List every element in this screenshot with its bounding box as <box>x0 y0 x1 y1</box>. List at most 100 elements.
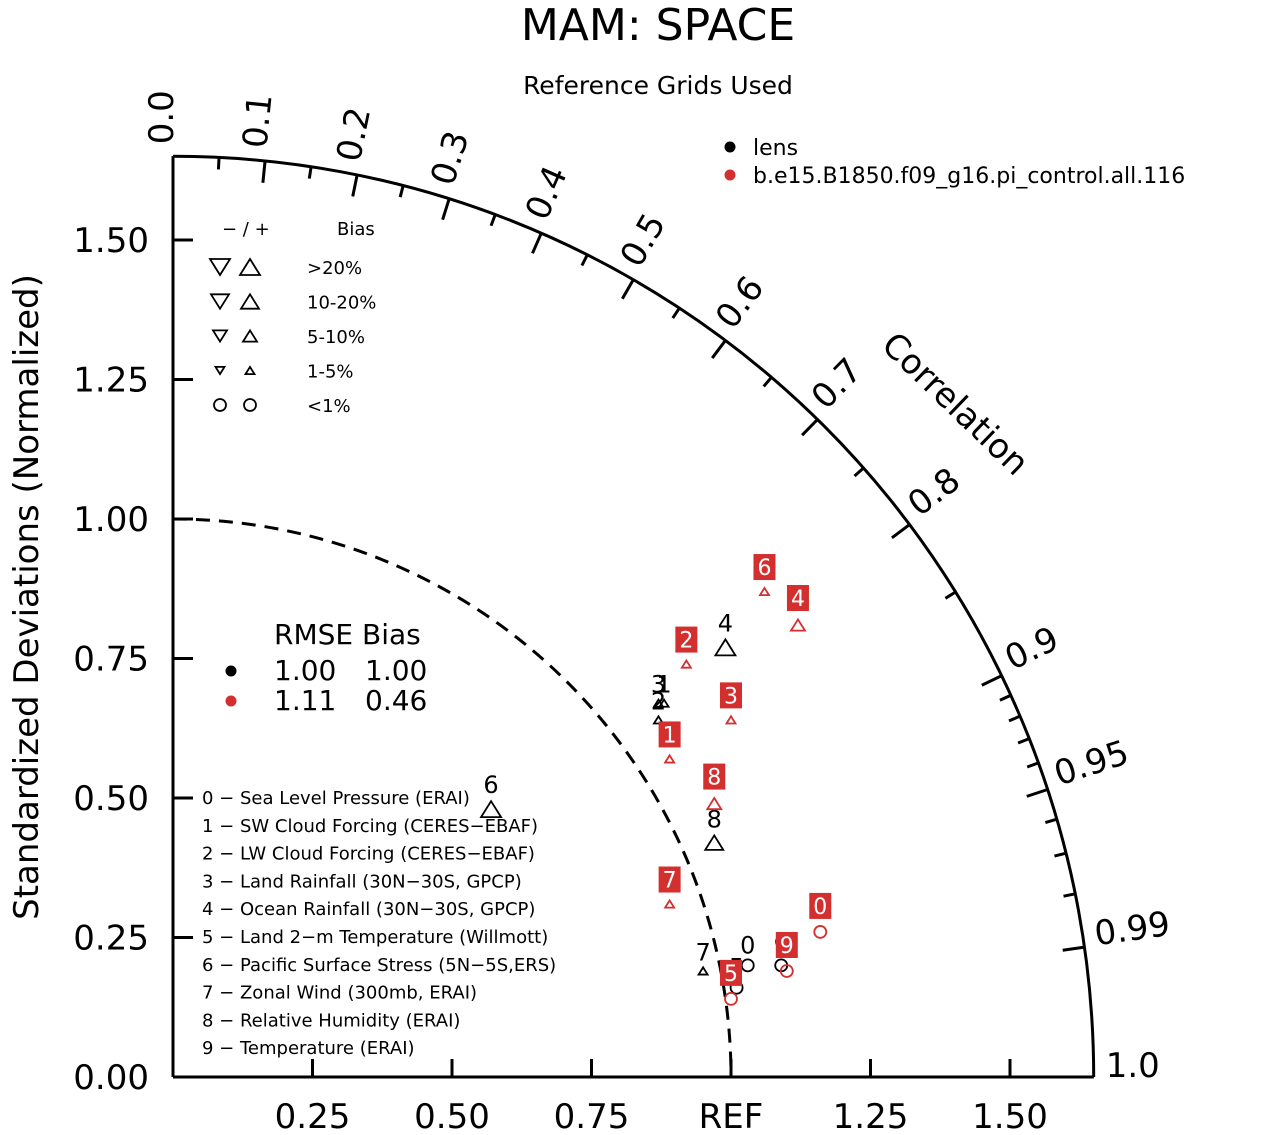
data-point-label: 1 <box>656 671 671 699</box>
bias-legend-down-triangle-icon <box>208 258 232 277</box>
case-legend-dot <box>724 141 736 153</box>
data-point-label: 3 <box>651 671 666 699</box>
axes: 0.000.250.500.751.001.251.50Standardized… <box>7 90 1173 1135</box>
correlation-minor-tick <box>671 307 681 319</box>
correlation-tick <box>261 160 267 183</box>
data-point-label-box <box>775 931 798 958</box>
correlation-tick <box>891 523 911 539</box>
data-point-label: 0 <box>813 895 827 920</box>
correlation-tick <box>621 278 635 300</box>
correlation-minor-tick <box>1044 817 1058 825</box>
variable-legend-item: 8 − Relative Humidity (ERAI) <box>202 1010 460 1031</box>
correlation-tick <box>1062 945 1085 952</box>
data-points: 01234567890123456789 <box>479 554 832 1006</box>
variable-legend-item: 5 − Land 2−m Temperature (Willmott) <box>202 927 548 948</box>
correlation-minor-tick <box>398 185 405 198</box>
bias-legend-down-triangle-icon <box>211 329 229 344</box>
data-marker <box>652 697 665 708</box>
bias-legend-label: <1% <box>307 396 351 417</box>
bias-legend-header: Bias <box>337 219 375 240</box>
bias-legend-up-triangle-icon <box>243 365 257 375</box>
correlation-title: Correlation <box>874 325 1037 484</box>
data-marker <box>652 714 665 725</box>
data-point-label: 3 <box>724 684 738 709</box>
correlation-tick-label: 1.0 <box>1106 1046 1160 1086</box>
data-point-label: 7 <box>695 938 710 966</box>
data-point-label: 9 <box>780 934 794 959</box>
rmse-legend-rmse: 1.11 <box>274 684 336 717</box>
data-point-label: 8 <box>707 806 722 834</box>
data-marker <box>813 925 828 939</box>
case-legend-label: b.e15.B1850.f09_g16.pi_control.all.116 <box>753 164 1185 189</box>
data-point-label-box <box>753 554 776 581</box>
correlation-minor-tick <box>489 214 497 227</box>
data-marker <box>713 637 738 657</box>
case-legend-label: lens <box>753 136 798 161</box>
data-point-label: 0 <box>740 931 755 959</box>
correlation-tick-label: 0.4 <box>518 160 576 226</box>
bias-legend-up-triangle-icon <box>238 257 262 276</box>
data-point-label: 6 <box>757 556 771 581</box>
variable-legend-item: 6 − Pacific Surface Stress (5N−5S,ERS) <box>202 955 556 976</box>
bias-legend-down-triangle-icon <box>213 366 227 376</box>
chart-subtitle: Reference Grids Used <box>523 71 793 100</box>
x-tick-label: 1.25 <box>833 1097 909 1135</box>
y-axis-title: Standardized Deviations (Normalized) <box>7 274 47 920</box>
correlation-tick-label: 0.7 <box>804 351 870 418</box>
bias-legend-circle-icon <box>213 398 227 412</box>
correlation-minor-tick <box>580 254 589 267</box>
data-marker <box>680 658 693 669</box>
correlation-tick <box>981 674 1003 687</box>
bias-legend-up-triangle-icon <box>239 292 261 310</box>
rmse-legend-dot <box>225 695 237 707</box>
y-tick-label: 0.50 <box>73 779 149 819</box>
rmse-legend-bias: 0.46 <box>365 684 427 717</box>
correlation-minor-tick <box>1026 761 1039 769</box>
correlation-tick-label: 0.8 <box>901 460 968 524</box>
correlation-minor-tick <box>216 157 221 170</box>
rmse-legend-header: RMSE Bias <box>274 618 421 651</box>
legend: lens b.e15.B1850.f09_g16.pi_control.all.1… <box>202 136 1185 1059</box>
correlation-tick-label: 0.6 <box>708 269 772 336</box>
x-tick-label: 1.50 <box>972 1097 1048 1135</box>
y-tick-label: 0.75 <box>73 640 149 680</box>
data-point-label: 7 <box>663 869 677 894</box>
x-tick-label: REF <box>699 1097 764 1135</box>
data-marker <box>758 586 771 597</box>
reference-arc <box>172 517 733 1078</box>
data-marker <box>779 964 794 978</box>
correlation-minor-tick <box>944 590 957 600</box>
x-tick-label: 0.25 <box>275 1097 351 1135</box>
bias-legend-label: 5-10% <box>307 327 365 348</box>
correlation-minor-tick <box>1008 714 1021 723</box>
data-point-label: 8 <box>707 766 721 791</box>
correlation-arc <box>172 154 1096 1078</box>
data-point-label: 2 <box>651 687 666 715</box>
x-tick-label: 0.75 <box>554 1097 630 1135</box>
y-tick-label: 1.00 <box>73 500 149 540</box>
correlation-tick <box>801 418 819 437</box>
data-point-label-box <box>720 959 742 986</box>
correlation-tick <box>441 198 451 221</box>
data-point-label: 1 <box>663 723 677 748</box>
correlation-minor-tick <box>1017 737 1030 745</box>
correlation-minor-tick <box>762 376 773 388</box>
data-point-label-box <box>675 626 698 653</box>
data-marker <box>724 991 738 1006</box>
data-point-label-box <box>720 682 742 709</box>
data-marker <box>696 965 710 976</box>
data-point-label: 4 <box>791 587 805 612</box>
data-point-label-box <box>658 721 681 748</box>
variable-legend-item: 0 − Sea Level Pressure (ERAI) <box>202 788 470 809</box>
chart-title: MAM: SPACE <box>521 0 795 51</box>
correlation-tick-label: 0.5 <box>613 207 675 274</box>
y-tick-label: 0.25 <box>73 919 149 959</box>
data-marker <box>663 898 676 909</box>
variable-legend-item: 7 − Zonal Wind (300mb, ERAI) <box>202 983 477 1004</box>
bias-legend-label: >20% <box>307 258 362 279</box>
data-marker <box>657 697 671 708</box>
bias-legend-label: 1-5% <box>307 362 354 383</box>
correlation-tick <box>1026 788 1049 798</box>
y-tick-label: 1.25 <box>73 361 149 401</box>
